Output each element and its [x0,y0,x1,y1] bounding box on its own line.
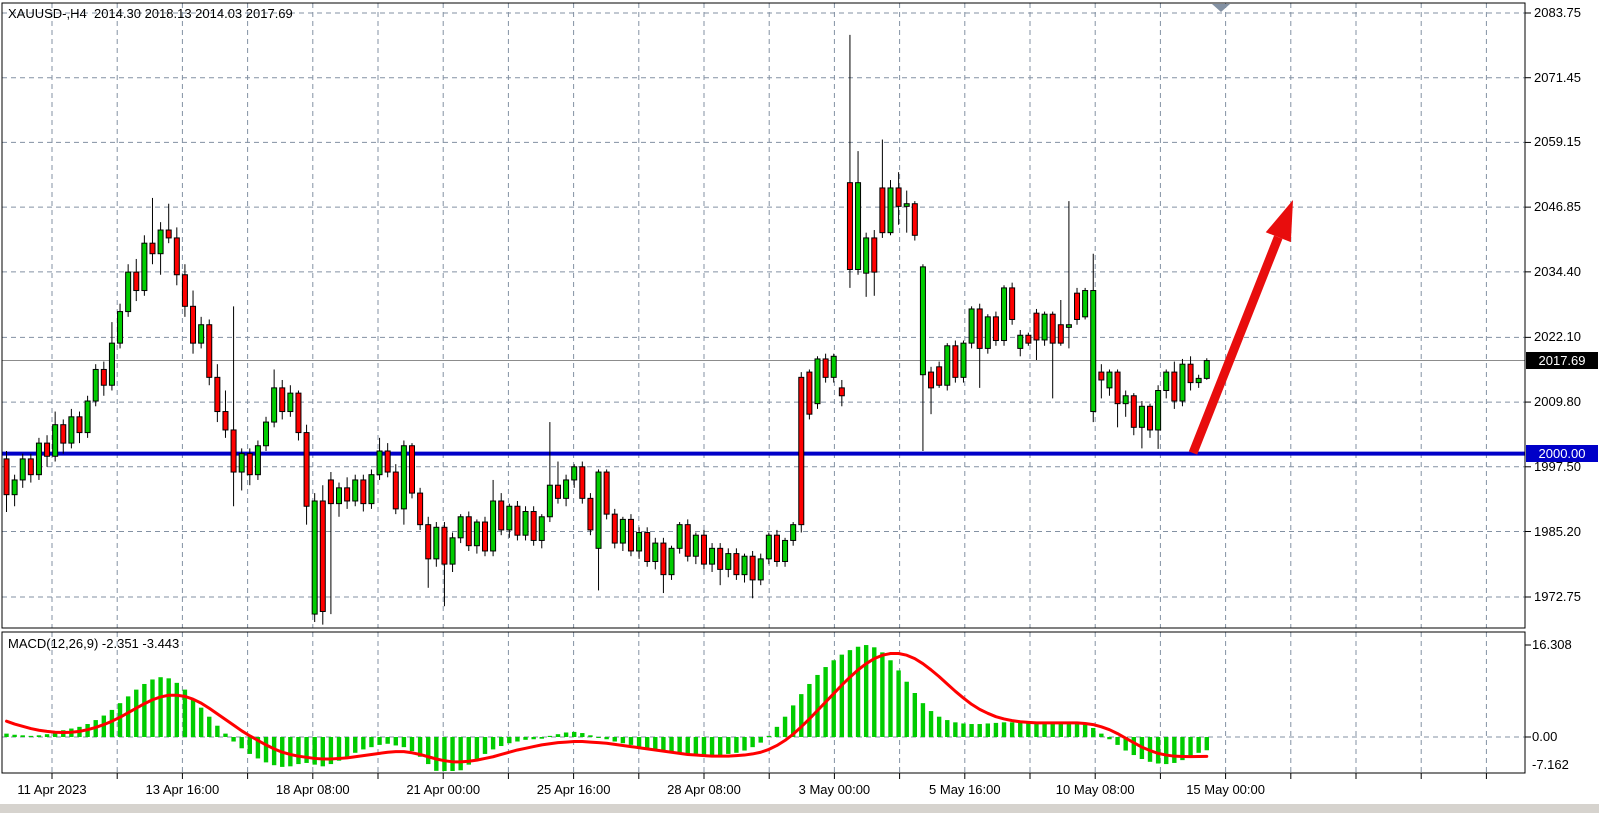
trend-arrow-shaft [1188,235,1283,455]
trend-arrow-head-icon [1265,200,1293,243]
time-axis-label: 10 May 08:00 [1055,782,1135,797]
time-axis-label: 5 May 16:00 [929,782,1001,797]
macd-axis-label: -7.162 [1532,757,1569,772]
time-axis-label: 3 May 00:00 [798,782,871,797]
candles-layer [3,34,1210,625]
window-bottom-strip [0,804,1599,813]
price-axis-label: 2034.40 [1534,263,1581,279]
time-axis-label: 15 May 00:00 [1186,782,1265,797]
macd-pane-border [1,631,1526,774]
time-axis-label: 11 Apr 2023 [17,782,87,797]
macd-layer [4,645,1209,771]
bid-price-badge: 2017.69 [1526,352,1598,370]
macd-signal-line [5,652,1209,764]
price-axis-label: 2022.10 [1534,329,1581,345]
price-axis-label: 2083.75 [1534,5,1581,20]
price-axis-label: 1985.20 [1534,523,1581,539]
time-axis-label: 28 Apr 08:00 [667,782,741,797]
time-axis-label: 21 Apr 00:00 [406,782,481,797]
time-axis-label: 18 Apr 08:00 [275,782,350,797]
macd-indicator-label: MACD(12,26,9) -2.351 -3.443 [8,636,180,651]
time-axis-label: 25 Apr 16:00 [536,782,611,797]
macd-axis-label: 16.308 [1532,637,1572,652]
hline-price-badge: 2000.00 [1526,445,1598,463]
price-axis-label: 2046.85 [1534,199,1581,215]
macd-axis-label: 0.00 [1532,729,1558,744]
price-axis-label: 2071.45 [1534,69,1581,85]
price-axis-label: 2059.15 [1534,134,1581,150]
price-axis-label: 1972.75 [1534,589,1581,604]
chart-symbol-title: XAUUSD-,H4 2014.30 2018.13 2014.03 2017.… [8,6,293,21]
main-pane-border [1,2,1526,629]
price-axis-label: 1997.50 [1534,458,1581,474]
price-axis-label: 2009.80 [1534,394,1581,410]
time-axis-label: 13 Apr 16:00 [145,782,220,797]
chart-shift-marker-icon [1212,4,1230,12]
